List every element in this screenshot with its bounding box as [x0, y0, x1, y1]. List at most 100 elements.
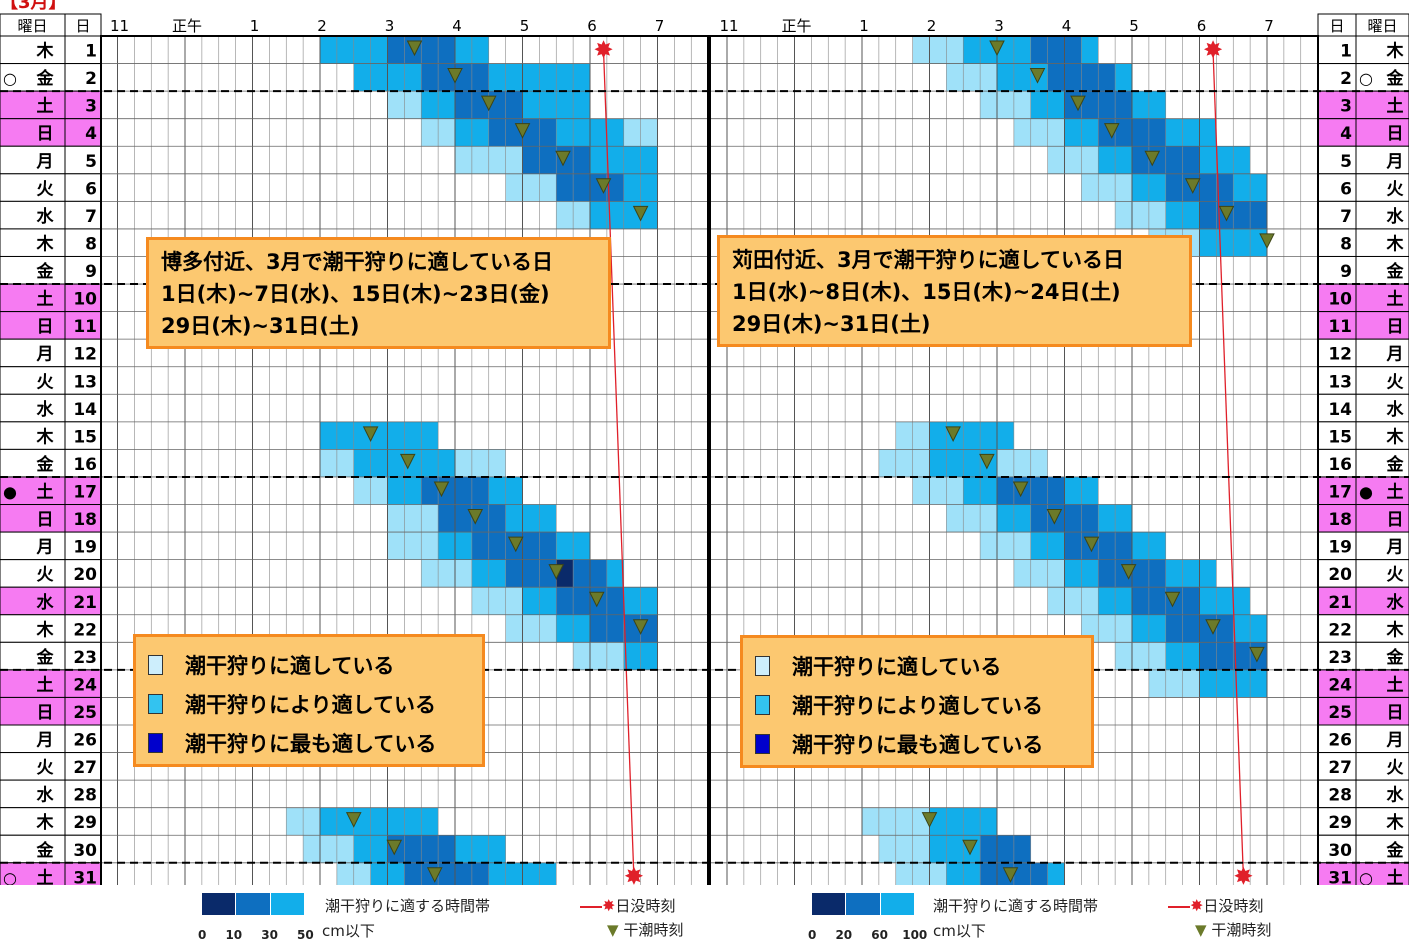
day-right: 31	[1328, 868, 1352, 885]
tide-cell	[455, 449, 506, 477]
swatch-medium-icon	[148, 694, 163, 714]
new-moon-icon: ●	[3, 483, 17, 502]
swatch-dark-icon	[755, 734, 770, 754]
day-right: 3	[1340, 97, 1352, 117]
scale-bar-right	[812, 893, 914, 915]
tide-cell	[1199, 146, 1251, 174]
day-cell-right	[1317, 586, 1357, 616]
lowtide-marker-icon	[480, 95, 497, 112]
lowtide-marker-icon	[467, 509, 484, 525]
scale-unit-left: cm以下	[322, 922, 375, 940]
day-left: 31	[73, 868, 97, 885]
day-cell-right	[1317, 669, 1357, 698]
hour-label: 5	[520, 17, 530, 35]
day-right: 24	[1328, 675, 1352, 695]
lowtide-marker-icon	[426, 867, 443, 883]
sunset-legend-right: ✸日没時刻	[1168, 895, 1263, 916]
youbi-right: 金	[1386, 647, 1405, 668]
tide-cell	[404, 862, 489, 885]
lowtide-legend-right: ▼ 干潮時刻	[1195, 919, 1271, 940]
tide-cell	[455, 835, 506, 863]
panel-border	[100, 35, 709, 885]
day-row-labels: 火 6 6 火	[0, 173, 1409, 202]
day-cell-right	[1317, 421, 1357, 450]
youbi-right: 火	[1387, 372, 1405, 392]
sunset-marker-icon: ✸	[1233, 863, 1253, 885]
sunset-marker-icon: ✸	[1203, 36, 1223, 64]
hour-label: 7	[655, 17, 665, 35]
lowtide-marker-icon	[1029, 68, 1046, 84]
youbi-left: 日	[37, 510, 54, 530]
hour-label: 正午	[781, 17, 811, 35]
youbi-cell-right	[1355, 641, 1409, 671]
header-bg	[0, 14, 1409, 36]
day-left: 22	[73, 620, 97, 640]
lowtide-marker-icon	[588, 591, 605, 608]
scale-value: 0	[808, 928, 817, 942]
day-left: 20	[73, 565, 97, 585]
youbi-left: 水	[37, 206, 55, 227]
youbi-cell-right	[1355, 366, 1409, 395]
day-right: 12	[1328, 345, 1352, 365]
sunset-line	[602, 49, 635, 877]
sunset-marker-icon: ✸	[624, 863, 644, 885]
day-cell-left	[64, 173, 102, 202]
swatch-medium-icon	[755, 695, 770, 715]
scale-values-right: 0 20 60 100	[808, 925, 927, 943]
youbi-right: 水	[1387, 785, 1405, 806]
tide-cell	[505, 559, 557, 588]
lowtide-marker-icon	[362, 426, 379, 442]
youbi-cell-right	[1355, 559, 1409, 588]
youbi-cell-left	[0, 779, 66, 809]
header-row: 【3月】曜日 日 日 曜日 11 正午 1 2 3 4 5 6 7 11 正午 1 2 3 4 5 6 7	[0, 0, 1409, 37]
day-row-labels: 土 ○ 31 31 土 ○	[0, 862, 1409, 885]
day-cell-left	[64, 586, 102, 616]
day-right: 29	[1328, 813, 1352, 833]
day-right: 21	[1328, 593, 1352, 613]
youbi-right: 日	[1387, 317, 1404, 337]
youbi-cell-right	[1355, 283, 1409, 313]
sunset-icon: ✸	[602, 896, 616, 915]
sunset-legend-left: ✸日没時刻	[580, 895, 675, 916]
youbi-left: 土	[37, 289, 54, 310]
youbi-cell-right	[1355, 421, 1409, 450]
note-right: 苅田付近、3月で潮干狩りに適している日 1日(水)~8日(木)、15日(木)~2…	[717, 235, 1192, 347]
youbi-right: 水	[1387, 592, 1405, 613]
youbi-left: 木	[36, 426, 55, 447]
lowtide-marker-icon	[507, 536, 524, 553]
youbi-left: 日	[37, 317, 54, 337]
full-moon-icon: ○	[1359, 69, 1373, 88]
day-left: 18	[73, 510, 97, 530]
lowtide-marker-icon	[1164, 591, 1181, 608]
tide-cell	[303, 835, 354, 863]
scale-value: 10	[225, 928, 243, 942]
day-right: 27	[1328, 758, 1352, 778]
youbi-right: 土	[1387, 482, 1404, 503]
day-left: 17	[73, 483, 97, 503]
youbi-right: 日	[1387, 703, 1404, 723]
youbi-cell-left	[0, 614, 66, 643]
tide-cell	[1013, 118, 1065, 147]
youbi-left: 月	[36, 345, 54, 365]
day-left: 3	[85, 97, 97, 117]
youbi-left: 金	[36, 454, 55, 475]
legend-left-more: 潮干狩りにより適している	[148, 690, 436, 718]
legend-right-more-label: 潮干狩りにより適している	[792, 694, 1043, 718]
youbi-left: 木	[36, 812, 55, 833]
youbi-right: 金	[1386, 454, 1405, 475]
lowtide-marker-icon	[1083, 536, 1100, 553]
day-right: 9	[1340, 262, 1352, 282]
tide-cell	[946, 504, 997, 533]
tide-cell	[1115, 642, 1166, 670]
legend-right-suitable: 潮干狩りに適している	[755, 652, 1001, 680]
day-right: 13	[1328, 372, 1352, 392]
youbi-cell-left	[0, 393, 66, 423]
youbi-cell-left	[0, 807, 66, 836]
scale-value: 60	[871, 928, 888, 942]
youbi-left: 木	[36, 41, 55, 62]
youbi-cell-left	[0, 90, 66, 120]
youbi-cell-left	[0, 421, 66, 450]
day-right: 19	[1328, 538, 1352, 558]
hour-label: 2	[317, 17, 327, 35]
tide-cell	[573, 642, 624, 670]
